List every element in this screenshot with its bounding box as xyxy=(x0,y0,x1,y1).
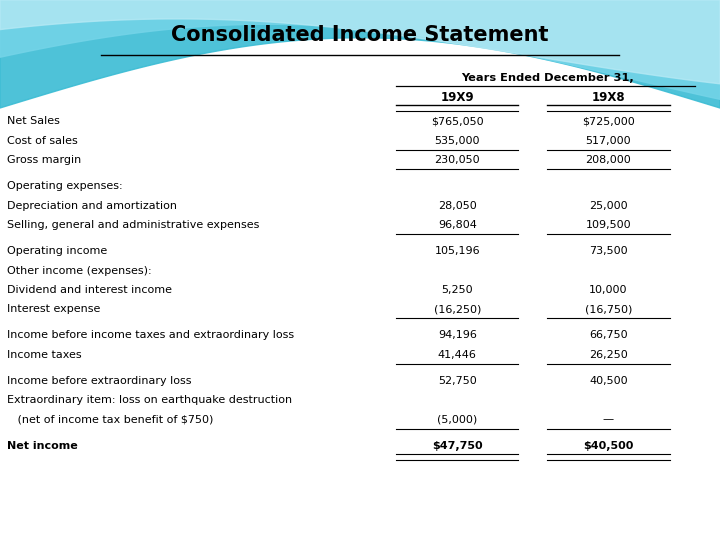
Text: $725,000: $725,000 xyxy=(582,117,635,126)
Text: 52,750: 52,750 xyxy=(438,376,477,386)
Text: 517,000: 517,000 xyxy=(585,136,631,146)
Text: Operating expenses:: Operating expenses: xyxy=(7,181,123,191)
Text: Income taxes: Income taxes xyxy=(7,350,82,360)
Text: $765,050: $765,050 xyxy=(431,117,484,126)
Text: —: — xyxy=(603,415,614,424)
Text: Gross margin: Gross margin xyxy=(7,156,81,165)
Text: (16,750): (16,750) xyxy=(585,305,632,314)
Text: 28,050: 28,050 xyxy=(438,201,477,211)
Text: Years Ended December 31,: Years Ended December 31, xyxy=(461,73,634,83)
Text: Income before extraordinary loss: Income before extraordinary loss xyxy=(7,376,192,386)
Text: 73,500: 73,500 xyxy=(589,246,628,256)
Text: Income before income taxes and extraordinary loss: Income before income taxes and extraordi… xyxy=(7,330,294,340)
Text: 41,446: 41,446 xyxy=(438,350,477,360)
Text: $40,500: $40,500 xyxy=(583,441,634,450)
Text: 25,000: 25,000 xyxy=(589,201,628,211)
Text: 19X9: 19X9 xyxy=(441,91,474,104)
Text: Interest expense: Interest expense xyxy=(7,305,101,314)
Text: 208,000: 208,000 xyxy=(585,156,631,165)
Text: 105,196: 105,196 xyxy=(434,246,480,256)
Text: 230,050: 230,050 xyxy=(434,156,480,165)
Text: Depreciation and amortization: Depreciation and amortization xyxy=(7,201,177,211)
Text: Net Sales: Net Sales xyxy=(7,117,60,126)
Text: Consolidated Income Statement: Consolidated Income Statement xyxy=(171,25,549,45)
Text: 535,000: 535,000 xyxy=(434,136,480,146)
Text: 5,250: 5,250 xyxy=(441,285,473,295)
Text: $47,750: $47,750 xyxy=(432,441,482,450)
Text: Net income: Net income xyxy=(7,441,78,450)
Text: 94,196: 94,196 xyxy=(438,330,477,340)
Text: (net of income tax benefit of $750): (net of income tax benefit of $750) xyxy=(7,415,214,424)
Text: 40,500: 40,500 xyxy=(589,376,628,386)
Text: (5,000): (5,000) xyxy=(437,415,477,424)
Text: 19X8: 19X8 xyxy=(592,91,625,104)
Text: (16,250): (16,250) xyxy=(433,305,481,314)
Text: Extraordinary item: loss on earthquake destruction: Extraordinary item: loss on earthquake d… xyxy=(7,395,292,405)
Text: Other income (expenses):: Other income (expenses): xyxy=(7,266,152,275)
Text: Dividend and interest income: Dividend and interest income xyxy=(7,285,172,295)
Text: 26,250: 26,250 xyxy=(589,350,628,360)
Text: 109,500: 109,500 xyxy=(585,220,631,230)
Text: Operating income: Operating income xyxy=(7,246,107,256)
Text: 66,750: 66,750 xyxy=(589,330,628,340)
Text: Selling, general and administrative expenses: Selling, general and administrative expe… xyxy=(7,220,260,230)
Text: 10,000: 10,000 xyxy=(589,285,628,295)
Text: Cost of sales: Cost of sales xyxy=(7,136,78,146)
Text: 96,804: 96,804 xyxy=(438,220,477,230)
